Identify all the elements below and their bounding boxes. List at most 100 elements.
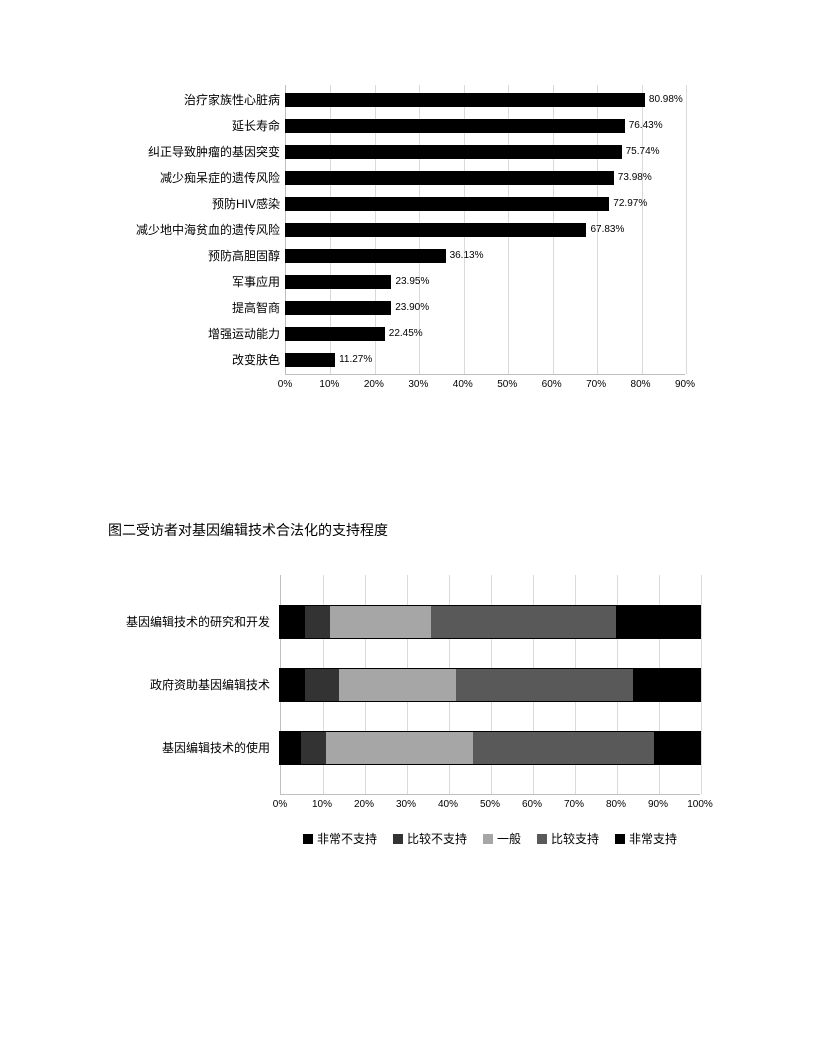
chart1-row: 提高智商23.90% xyxy=(120,295,700,321)
chart1-category-label: 减少地中海贫血的遗传风险 xyxy=(80,217,280,243)
chart2-segment xyxy=(280,669,305,701)
chart1-xtick: 10% xyxy=(319,379,339,390)
chart1-value-label: 67.83% xyxy=(590,223,624,237)
chart1-row: 增强运动能力22.45% xyxy=(120,321,700,347)
chart1-row: 延长寿命76.43% xyxy=(120,113,700,139)
chart1-bar xyxy=(285,93,645,107)
chart2-xtick: 100% xyxy=(687,799,713,810)
chart1-value-label: 73.98% xyxy=(618,171,652,185)
legend-item: 比较支持 xyxy=(537,830,599,847)
chart2-bar xyxy=(280,606,700,638)
chart2-xtick: 60% xyxy=(522,799,542,810)
chart2-segment xyxy=(456,669,632,701)
chart1-xtick: 80% xyxy=(631,379,651,390)
chart2-segment xyxy=(330,606,431,638)
legend-label: 比较支持 xyxy=(551,830,599,847)
legend-item: 一般 xyxy=(483,830,521,847)
chart1-bar xyxy=(285,145,622,159)
chart1-xtick: 0% xyxy=(278,379,292,390)
chart2-segment xyxy=(654,732,700,764)
chart2-category-label: 基因编辑技术的研究和开发 xyxy=(70,606,270,638)
chart1-row: 减少地中海贫血的遗传风险67.83% xyxy=(120,217,700,243)
chart1-value-label: 36.13% xyxy=(450,249,484,263)
chart2-segment xyxy=(301,732,326,764)
chart2-segment xyxy=(616,606,700,638)
chart1-value-label: 72.97% xyxy=(613,197,647,211)
chart1-bar xyxy=(285,197,609,211)
chart1-category-label: 纠正导致肿瘤的基因突变 xyxy=(80,139,280,165)
chart2-xtick: 90% xyxy=(648,799,668,810)
chart1-value-label: 76.43% xyxy=(629,119,663,133)
chart1-row: 预防高胆固醇36.13% xyxy=(120,243,700,269)
chart2-segment xyxy=(473,732,654,764)
chart1-container: 治疗家族性心脏病80.98%延长寿命76.43%纠正导致肿瘤的基因突变75.74… xyxy=(120,85,700,415)
chart1-row: 减少痴呆症的遗传风险73.98% xyxy=(120,165,700,191)
chart2-xtick: 50% xyxy=(480,799,500,810)
chart1-category-label: 减少痴呆症的遗传风险 xyxy=(80,165,280,191)
chart2-xtick: 70% xyxy=(564,799,584,810)
chart1-xtick: 90% xyxy=(675,379,695,390)
chart1-value-label: 11.27% xyxy=(339,353,372,367)
chart2-segment xyxy=(280,606,305,638)
legend-item: 比较不支持 xyxy=(393,830,467,847)
chart1-category-label: 延长寿命 xyxy=(80,113,280,139)
chart2-bar xyxy=(280,669,700,701)
legend-label: 比较不支持 xyxy=(407,830,467,847)
chart2-legend: 非常不支持 比较不支持 一般 比较支持 非常支持 xyxy=(250,830,730,847)
chart1-xtick: 60% xyxy=(542,379,562,390)
chart2-xtick: 0% xyxy=(273,799,287,810)
chart1-bar xyxy=(285,223,586,237)
legend-item: 非常不支持 xyxy=(303,830,377,847)
chart2-segment xyxy=(280,732,301,764)
chart1-row: 纠正导致肿瘤的基因突变75.74% xyxy=(120,139,700,165)
chart1-row: 治疗家族性心脏病80.98% xyxy=(120,87,700,113)
chart2-category-label: 政府资助基因编辑技术 xyxy=(70,669,270,701)
chart2-row: 政府资助基因编辑技术 xyxy=(110,669,730,701)
chart1-bar xyxy=(285,327,385,341)
chart1-xtick: 50% xyxy=(497,379,517,390)
legend-label: 非常支持 xyxy=(629,830,677,847)
chart2-xtick: 40% xyxy=(438,799,458,810)
chart1-category-label: 改变肤色 xyxy=(80,347,280,373)
legend-label: 非常不支持 xyxy=(317,830,377,847)
chart2-segment xyxy=(431,606,616,638)
chart1-category-label: 治疗家族性心脏病 xyxy=(80,87,280,113)
legend-swatch xyxy=(483,834,493,844)
chart1-bar xyxy=(285,249,446,263)
chart2-segment xyxy=(339,669,457,701)
chart1-category-label: 军事应用 xyxy=(80,269,280,295)
chart1-xtick: 20% xyxy=(364,379,384,390)
chart2-row: 基因编辑技术的使用 xyxy=(110,732,730,764)
chart2-container: 基因编辑技术的研究和开发政府资助基因编辑技术基因编辑技术的使用 0% 10% 20%… xyxy=(110,565,730,875)
chart2-caption: 图二受访者对基因编辑技术合法化的支持程度 xyxy=(108,520,388,540)
chart1-bar xyxy=(285,353,335,367)
chart1-bar xyxy=(285,275,391,289)
chart1-value-label: 80.98% xyxy=(649,93,683,107)
chart1-bar xyxy=(285,171,614,185)
chart2-segment xyxy=(305,606,330,638)
chart1-category-label: 增强运动能力 xyxy=(80,321,280,347)
chart2-segment xyxy=(326,732,473,764)
chart1-row: 军事应用23.95% xyxy=(120,269,700,295)
legend-item: 非常支持 xyxy=(615,830,677,847)
legend-label: 一般 xyxy=(497,830,521,847)
legend-swatch xyxy=(393,834,403,844)
legend-swatch xyxy=(537,834,547,844)
legend-swatch xyxy=(615,834,625,844)
chart1-category-label: 预防HIV感染 xyxy=(80,191,280,217)
chart2-xtick: 10% xyxy=(312,799,332,810)
chart1-value-label: 23.90% xyxy=(395,301,429,315)
chart2-category-label: 基因编辑技术的使用 xyxy=(70,732,270,764)
chart2-xtick: 20% xyxy=(354,799,374,810)
chart2-xtick: 30% xyxy=(396,799,416,810)
chart1-row: 预防HIV感染72.97% xyxy=(120,191,700,217)
chart2-row: 基因编辑技术的研究和开发 xyxy=(110,606,730,638)
chart2-segment xyxy=(633,669,700,701)
chart1-value-label: 75.74% xyxy=(626,145,660,159)
chart1-row: 改变肤色11.27% xyxy=(120,347,700,373)
legend-swatch xyxy=(303,834,313,844)
chart2-bar xyxy=(280,732,700,764)
chart1-xtick: 40% xyxy=(453,379,473,390)
chart1-bar xyxy=(285,301,391,315)
chart1-category-label: 预防高胆固醇 xyxy=(80,243,280,269)
